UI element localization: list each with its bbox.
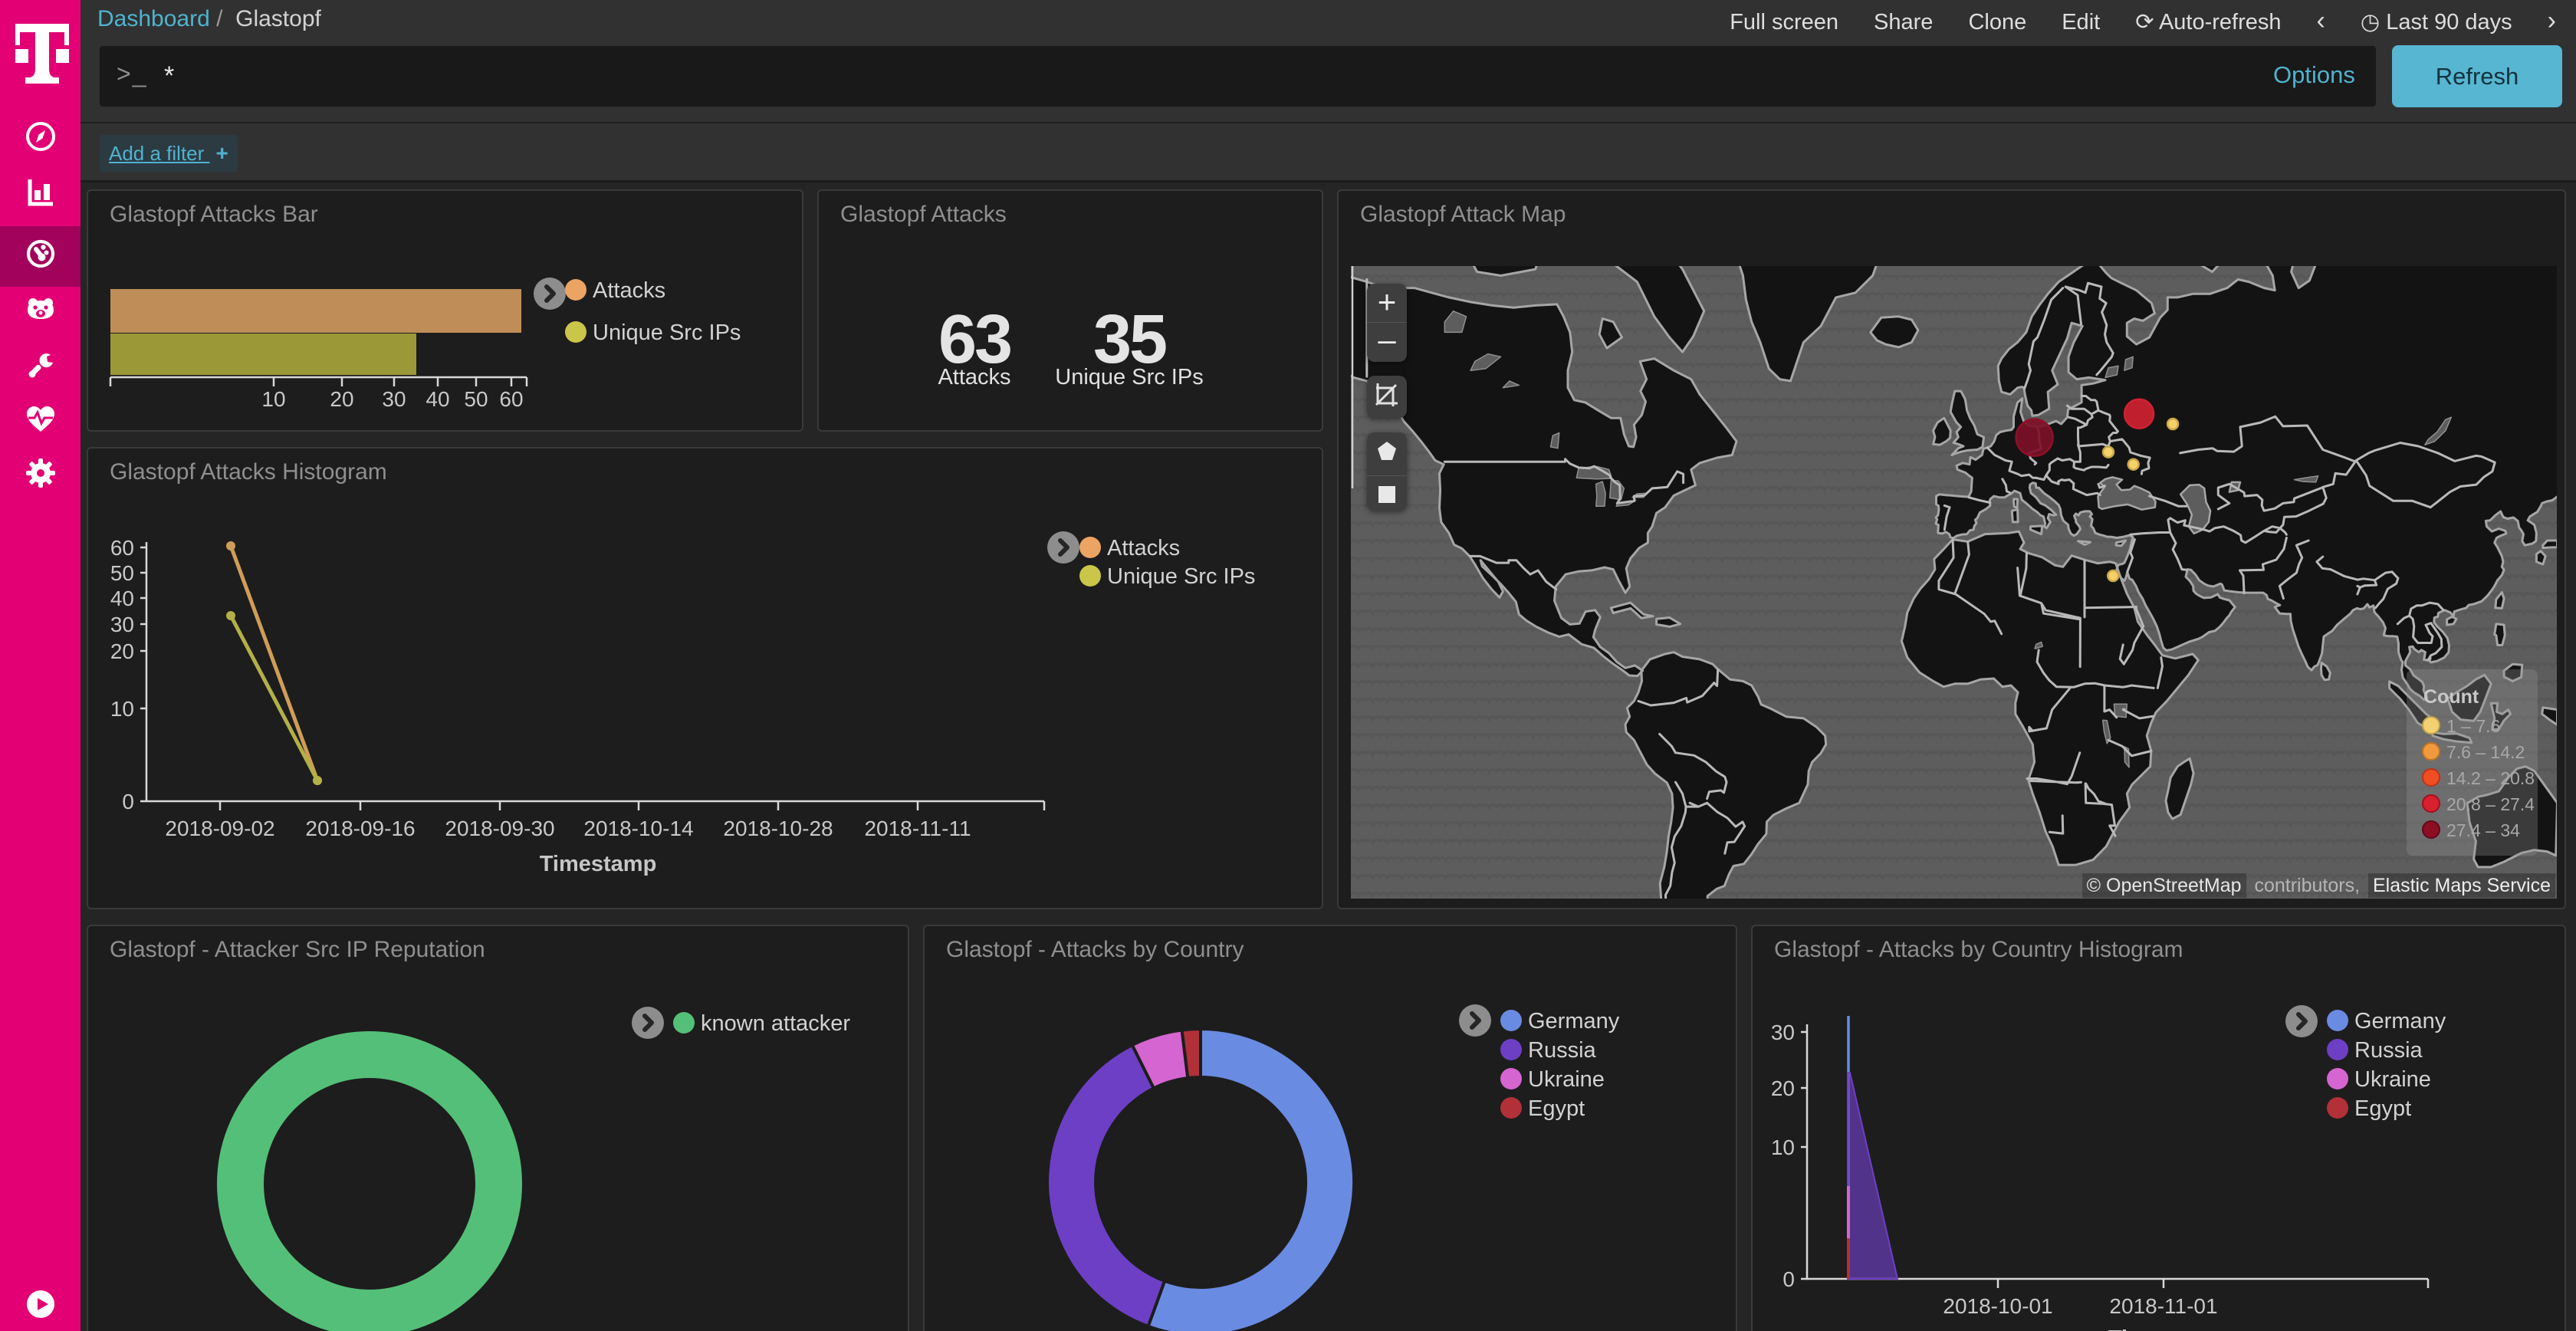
svg-text:Attacks: Attacks xyxy=(938,365,1010,389)
svg-text:2018-10-28: 2018-10-28 xyxy=(723,817,833,840)
svg-text:Unique Src IPs: Unique Src IPs xyxy=(1107,564,1255,589)
svg-text:2018-10-14: 2018-10-14 xyxy=(583,817,693,840)
svg-text:Attacks: Attacks xyxy=(593,278,665,303)
svg-text:2018-09-30: 2018-09-30 xyxy=(445,817,554,840)
svg-text:2018-09-16: 2018-09-16 xyxy=(305,817,415,840)
svg-text:2018-11-11: 2018-11-11 xyxy=(864,817,971,840)
svg-text:20: 20 xyxy=(330,387,353,411)
svg-text:60: 60 xyxy=(499,387,523,411)
svg-text:Germany: Germany xyxy=(2354,1009,2446,1034)
svg-text:Ukraine: Ukraine xyxy=(2354,1067,2431,1092)
svg-text:2018-11-01: 2018-11-01 xyxy=(2109,1294,2217,1318)
svg-text:30: 30 xyxy=(382,387,406,411)
svg-text:Egypt: Egypt xyxy=(2354,1096,2411,1121)
svg-text:7.6 – 14.2: 7.6 – 14.2 xyxy=(2446,742,2525,762)
svg-text:50: 50 xyxy=(110,561,134,585)
svg-text:Timestamp: Timestamp xyxy=(2108,1326,2226,1331)
svg-text:known attacker: known attacker xyxy=(701,1011,850,1036)
svg-text:60: 60 xyxy=(110,536,134,560)
svg-text:Ukraine: Ukraine xyxy=(1528,1067,1605,1092)
svg-text:20.8 – 27.4: 20.8 – 27.4 xyxy=(2446,794,2534,814)
svg-text:40: 40 xyxy=(426,387,449,411)
svg-text:10: 10 xyxy=(261,387,285,411)
svg-text:Egypt: Egypt xyxy=(1528,1096,1585,1121)
svg-text:0: 0 xyxy=(1783,1267,1795,1291)
svg-text:30: 30 xyxy=(110,613,134,636)
svg-text:0: 0 xyxy=(122,790,134,813)
svg-text:2018-10-01: 2018-10-01 xyxy=(1943,1294,2052,1318)
svg-text:50: 50 xyxy=(464,387,488,411)
svg-text:Unique Src IPs: Unique Src IPs xyxy=(593,320,741,345)
svg-text:Germany: Germany xyxy=(1528,1009,1620,1034)
svg-text:20: 20 xyxy=(110,639,134,663)
svg-text:10: 10 xyxy=(1771,1135,1795,1159)
svg-text:Russia: Russia xyxy=(2354,1038,2423,1063)
svg-text:10: 10 xyxy=(110,697,134,721)
svg-text:27.4 – 34: 27.4 – 34 xyxy=(2446,820,2520,840)
svg-text:63: 63 xyxy=(938,301,1010,378)
svg-text:2018-09-02: 2018-09-02 xyxy=(165,817,274,840)
svg-text:20: 20 xyxy=(1771,1076,1795,1100)
svg-text:30: 30 xyxy=(1771,1020,1795,1044)
svg-text:Russia: Russia xyxy=(1528,1038,1597,1063)
svg-text:Attacks: Attacks xyxy=(1107,536,1180,560)
svg-text:35: 35 xyxy=(1093,301,1166,378)
svg-text:Unique Src IPs: Unique Src IPs xyxy=(1055,365,1203,389)
svg-text:Timestamp: Timestamp xyxy=(540,852,657,876)
svg-text:1 – 7.6: 1 – 7.6 xyxy=(2446,716,2500,736)
svg-text:40: 40 xyxy=(110,587,134,610)
svg-text:14.2 – 20.8: 14.2 – 20.8 xyxy=(2446,768,2534,788)
